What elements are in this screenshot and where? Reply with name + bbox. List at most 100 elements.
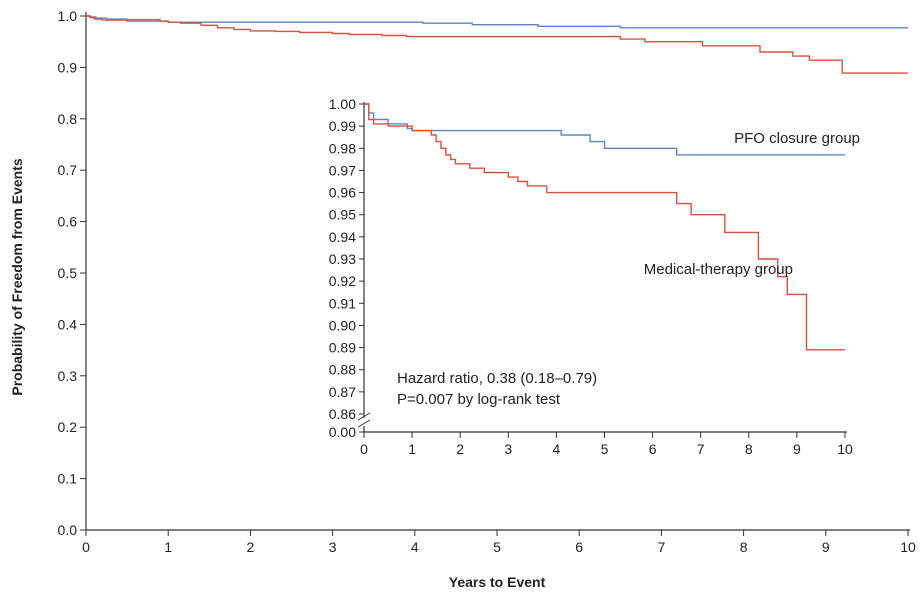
inset-x-tick: 10 — [837, 432, 853, 457]
inset-y-tick-label: 0.92 — [329, 273, 356, 289]
x-tick-label: 10 — [900, 539, 916, 555]
x-axis-title: Years to Event — [449, 574, 546, 590]
inset-y-tick: 0.88 — [329, 362, 364, 378]
x-tick: 3 — [329, 530, 337, 555]
inset-y-tick-label: 0.96 — [329, 185, 356, 201]
inset-y-tick-label: 1.00 — [329, 96, 356, 112]
inset-y-tick: 0.95 — [329, 207, 364, 223]
y-tick-label: 0.1 — [58, 471, 78, 487]
inset-x-tick: 7 — [697, 432, 705, 457]
inset-y-tick-label: 0.93 — [329, 251, 356, 267]
x-tick-label: 9 — [822, 539, 830, 555]
y-tick: 0.1 — [58, 471, 86, 487]
inset-x-tick: 8 — [745, 432, 753, 457]
main-chart: 0.00.10.20.30.40.50.60.70.80.91.00 1 2 3 4 5 6… — [58, 8, 916, 555]
y-tick-label: 0.3 — [58, 368, 78, 384]
series-label-medical-therapy: Medical-therapy group — [644, 261, 793, 278]
inset-x-tick-label: 6 — [649, 441, 657, 457]
x-tick: 5 — [493, 530, 501, 555]
inset-x-tick: 6 — [649, 432, 657, 457]
x-tick-label: 7 — [658, 539, 666, 555]
hazard-ratio-annotation-line: P=0.007 by log-rank test — [397, 391, 561, 408]
inset-y-tick: 0.93 — [329, 251, 364, 267]
x-tick-label: 5 — [493, 539, 501, 555]
inset-y-tick: 0.94 — [329, 229, 364, 245]
inset-y-tick-label: 0.99 — [329, 118, 356, 134]
y-tick: 0.2 — [58, 419, 86, 435]
inset-x-tick: 3 — [504, 432, 512, 457]
inset-y-tick: 0.87 — [329, 384, 364, 400]
x-tick: 8 — [740, 530, 748, 555]
y-tick-label: 0.7 — [58, 162, 78, 178]
x-tick-label: 4 — [411, 539, 419, 555]
inset-y-tick: 0.91 — [329, 295, 364, 311]
x-tick: 10 — [900, 530, 916, 555]
inset-x-tick-label: 8 — [745, 441, 753, 457]
inset-y-tick-label: 0.90 — [329, 317, 356, 333]
inset-x-tick: 4 — [553, 432, 561, 457]
y-tick-label: 0.9 — [58, 59, 78, 75]
inset-x-tick-label: 0 — [360, 441, 368, 457]
inset-x-tick-label: 7 — [697, 441, 705, 457]
inset-x-tick: 9 — [793, 432, 801, 457]
inset-y-tick-label: 0.89 — [329, 340, 356, 356]
x-tick: 6 — [575, 530, 583, 555]
inset-y-tick-label: 0.94 — [329, 229, 356, 245]
inset-y-tick: 0.86 — [329, 406, 364, 422]
y-tick-label: 0.8 — [58, 111, 78, 127]
inset-y-tick: 0.98 — [329, 140, 364, 156]
x-tick: 9 — [822, 530, 830, 555]
inset-y-tick-label: 0.00 — [329, 424, 356, 440]
inset-x-tick-label: 2 — [456, 441, 464, 457]
inset-y-tick-label: 0.98 — [329, 140, 356, 156]
inset-series-line-0 — [364, 103, 845, 156]
inset-x-tick: 0 — [360, 432, 368, 457]
inset-y-tick-label: 0.86 — [329, 406, 356, 422]
inset-x-tick: 2 — [456, 432, 464, 457]
x-tick-label: 1 — [164, 539, 172, 555]
inset-y-tick: 0.00 — [329, 424, 364, 440]
axis-break-mark — [357, 419, 371, 428]
inset-chart: 0.00 0.86 0.87 0.88 0.89 0.90 0.91 0.92 0.93 0.94… — [329, 96, 860, 457]
y-tick: 0.8 — [58, 111, 86, 127]
x-tick-label: 2 — [247, 539, 255, 555]
y-tick: 0.3 — [58, 368, 86, 384]
inset-y-tick-label: 0.97 — [329, 162, 356, 178]
inset-y-tick: 0.99 — [329, 118, 364, 134]
y-tick: 0.4 — [58, 316, 86, 332]
inset-y-tick: 0.90 — [329, 317, 364, 333]
y-tick-label: 0.4 — [58, 316, 78, 332]
inset-x-tick-label: 10 — [837, 441, 853, 457]
inset-y-tick-label: 0.88 — [329, 362, 356, 378]
inset-y-tick: 0.89 — [329, 340, 364, 356]
inset-x-tick-label: 3 — [504, 441, 512, 457]
y-tick-label: 0.6 — [58, 214, 78, 230]
y-tick: 0.0 — [58, 522, 86, 538]
inset-y-tick: 0.97 — [329, 162, 364, 178]
y-tick: 0.6 — [58, 214, 86, 230]
y-tick-label: 0.0 — [58, 522, 78, 538]
x-tick-label: 6 — [575, 539, 583, 555]
x-tick: 1 — [164, 530, 172, 555]
inset-x-tick: 5 — [601, 432, 609, 457]
inset-x-tick-label: 1 — [408, 441, 416, 457]
main-series-line-0 — [86, 15, 908, 29]
inset-y-tick-label: 0.95 — [329, 207, 356, 223]
y-tick-label: 0.5 — [58, 265, 78, 281]
x-tick: 0 — [82, 530, 90, 555]
main-series-line-1 — [86, 15, 908, 74]
x-tick-label: 8 — [740, 539, 748, 555]
inset-y-tick: 1.00 — [329, 96, 364, 112]
hazard-ratio-annotation-line: Hazard ratio, 0.38 (0.18–0.79) — [397, 370, 597, 387]
x-tick: 2 — [247, 530, 255, 555]
axis-break-mark — [357, 412, 371, 421]
y-tick-label: 1.0 — [58, 8, 78, 24]
inset-y-tick: 0.96 — [329, 185, 364, 201]
x-tick: 7 — [658, 530, 666, 555]
series-label-pfo-closure: PFO closure group — [734, 130, 860, 147]
x-tick-label: 3 — [329, 539, 337, 555]
inset-x-tick: 1 — [408, 432, 416, 457]
y-tick: 0.9 — [58, 59, 86, 75]
y-tick: 1.0 — [58, 8, 86, 24]
